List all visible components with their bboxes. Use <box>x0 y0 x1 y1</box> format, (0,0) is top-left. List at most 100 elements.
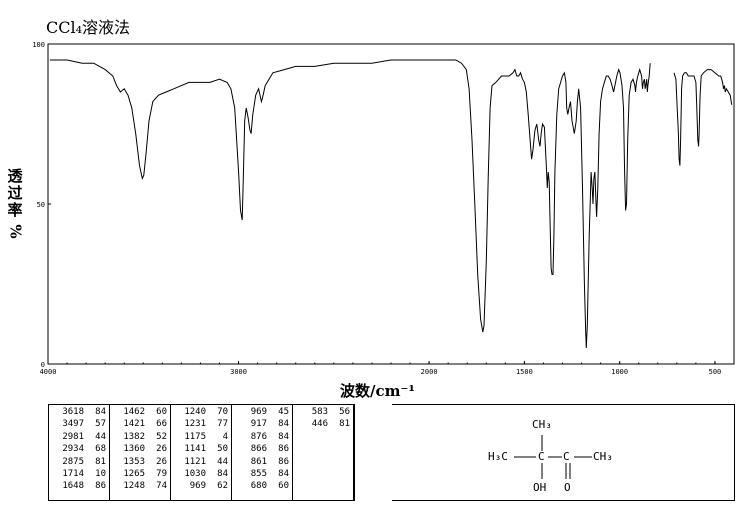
structure-bonds <box>514 435 592 479</box>
peak-wavenumber: 861 <box>250 456 267 467</box>
peak-transmittance: 60 <box>278 481 289 492</box>
peak-wavenumber: 1421 <box>123 419 145 430</box>
y-tick-label: 100 <box>32 41 45 49</box>
peak-row: 1141 50 <box>176 443 228 455</box>
peak-row: 2934 68 <box>54 443 106 455</box>
peak-row: 866 86 <box>237 443 289 455</box>
peak-transmittance: 44 <box>95 431 106 442</box>
peak-wavenumber: 1141 <box>184 444 206 455</box>
peak-row: 1231 77 <box>176 418 228 430</box>
y-tick-label: 50 <box>37 201 45 209</box>
peak-row: 2875 81 <box>54 456 106 468</box>
peak-row: 446 81 <box>298 418 350 430</box>
carbon-carbonyl: C <box>563 450 570 463</box>
peak-wavenumber: 1030 <box>184 469 206 480</box>
peak-transmittance: 77 <box>217 419 228 430</box>
peak-wavenumber: 2934 <box>62 444 84 455</box>
peak-row: 1353 26 <box>115 456 167 468</box>
peak-wavenumber: 2875 <box>62 456 84 467</box>
peak-transmittance: 81 <box>339 419 350 430</box>
y-axis-label: 透过率 % <box>4 168 26 240</box>
peak-transmittance: 84 <box>278 431 289 442</box>
peak-transmittance: 66 <box>156 419 167 430</box>
peak-transmittance: 81 <box>95 456 106 467</box>
methyl-left: H₃C <box>488 450 508 463</box>
y-axis-ticks: 0 50 100 <box>32 41 51 369</box>
peak-wavenumber: 917 <box>250 419 267 430</box>
peak-wavenumber: 1714 <box>62 469 84 480</box>
peak-wavenumber: 1265 <box>123 469 145 480</box>
peak-wavenumber: 1248 <box>123 481 145 492</box>
peak-transmittance: 70 <box>217 407 228 417</box>
peak-wavenumber: 969 <box>189 481 206 492</box>
peak-row: 3497 57 <box>54 418 106 430</box>
peak-column: 583 56 446 81 <box>293 405 354 500</box>
peak-transmittance: 52 <box>156 431 167 442</box>
peak-row: 861 86 <box>237 456 289 468</box>
x-axis-label: 波数/cm⁻¹ <box>340 382 415 400</box>
peak-transmittance: 50 <box>217 444 228 455</box>
peak-row: 3618 84 <box>54 406 106 418</box>
x-tick-label: 2000 <box>421 368 438 376</box>
peak-wavenumber: 446 <box>311 419 328 430</box>
peak-transmittance: 4 <box>222 431 228 442</box>
peak-column: 1462 60 1421 66 1382 52 1360 26 1353 26 1265 79 1248… <box>110 405 171 500</box>
peak-wavenumber: 1121 <box>184 456 206 467</box>
y-axis-label-char: 过 <box>7 184 23 202</box>
peak-transmittance: 62 <box>217 481 228 492</box>
peak-row: 1248 74 <box>115 480 167 492</box>
peak-row: 1648 86 <box>54 480 106 492</box>
peak-row: 1121 44 <box>176 456 228 468</box>
peak-row: 2981 44 <box>54 431 106 443</box>
y-axis-label-char: 透 <box>7 167 23 185</box>
peak-transmittance: 57 <box>95 419 106 430</box>
peak-row: 1240 70 <box>176 406 228 418</box>
peak-transmittance: 10 <box>95 469 106 480</box>
peak-wavenumber: 1462 <box>123 407 145 417</box>
chart-title: CCl₄溶液法 <box>46 18 131 37</box>
plot-frame <box>47 43 735 365</box>
peak-transmittance: 26 <box>156 456 167 467</box>
methyl-right: CH₃ <box>593 450 613 463</box>
peak-wavenumber: 969 <box>250 407 267 417</box>
peak-row: 1175 4 <box>176 431 228 443</box>
x-axis-ticks: 4000 3000 2000 1500 1000 500 <box>40 361 721 376</box>
spectrum-line-1 <box>49 59 651 349</box>
peak-wavenumber: 583 <box>311 407 328 417</box>
peak-row: 1382 52 <box>115 431 167 443</box>
peak-wavenumber: 1382 <box>123 431 145 442</box>
peak-table: 3618 84 3497 57 2981 44 2934 68 2875 81 1714 10 1648… <box>48 404 355 501</box>
peak-transmittance: 84 <box>278 469 289 480</box>
peak-wavenumber: 1353 <box>123 456 145 467</box>
peak-wavenumber: 1231 <box>184 419 206 430</box>
peak-wavenumber: 1360 <box>123 444 145 455</box>
x-tick-label: 1000 <box>611 368 628 376</box>
carbonyl-oxygen: O <box>564 481 571 494</box>
peak-row: 969 62 <box>176 480 228 492</box>
peak-row: 917 84 <box>237 418 289 430</box>
y-tick-label: 0 <box>41 361 45 369</box>
ir-spectrum-chart: 4000 3000 2000 1500 1000 500 0 50 100 <box>32 41 735 376</box>
peak-wavenumber: 3618 <box>62 407 84 417</box>
peak-transmittance: 86 <box>278 444 289 455</box>
peak-transmittance: 86 <box>278 456 289 467</box>
x-tick-label: 4000 <box>40 368 57 376</box>
peak-transmittance: 68 <box>95 444 106 455</box>
peak-row: 1421 66 <box>115 418 167 430</box>
methyl-top: CH₃ <box>532 418 552 431</box>
peak-transmittance: 84 <box>278 419 289 430</box>
peak-row: 1265 79 <box>115 468 167 480</box>
peak-wavenumber: 3497 <box>62 419 84 430</box>
peak-transmittance: 84 <box>95 407 106 417</box>
peak-row: 1030 84 <box>176 468 228 480</box>
peak-transmittance: 56 <box>339 407 350 417</box>
carbon-quaternary: C <box>538 450 545 463</box>
peak-row: 680 60 <box>237 480 289 492</box>
peak-column: 3618 84 3497 57 2981 44 2934 68 2875 81 1714 10 1648… <box>49 405 110 500</box>
hydroxyl-label: OH <box>533 481 547 494</box>
peak-wavenumber: 680 <box>250 481 267 492</box>
peak-wavenumber: 855 <box>250 469 267 480</box>
peak-wavenumber: 2981 <box>62 431 84 442</box>
peak-wavenumber: 866 <box>250 444 267 455</box>
peak-wavenumber: 1648 <box>62 481 84 492</box>
